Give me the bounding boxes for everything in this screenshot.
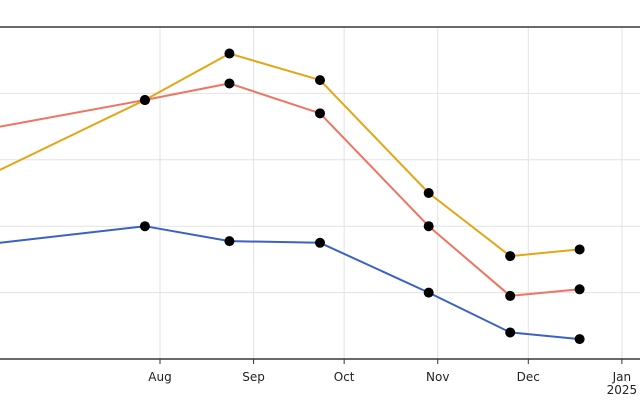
series-3-point-3 bbox=[224, 236, 235, 247]
x-tick-label: Nov bbox=[426, 370, 449, 384]
series-1-point-6 bbox=[505, 251, 516, 262]
series-2-point-3 bbox=[224, 78, 235, 89]
grid-layer bbox=[0, 27, 640, 359]
x-tick-sublabel: 2025 bbox=[607, 383, 638, 397]
series-2-point-5 bbox=[423, 221, 434, 232]
series-2-point-7 bbox=[574, 284, 585, 295]
x-tick-label: Dec bbox=[517, 370, 540, 384]
point-layer bbox=[139, 48, 585, 345]
x-tick-label: Oct bbox=[334, 370, 355, 384]
series-3-point-4 bbox=[315, 237, 325, 248]
series-2-point-6 bbox=[505, 290, 516, 301]
series-3-point-5 bbox=[423, 287, 434, 298]
series-layer bbox=[0, 52, 581, 341]
series-1-point-4 bbox=[315, 75, 325, 86]
axis-layer bbox=[0, 26, 640, 360]
series-3-point-2 bbox=[139, 221, 150, 232]
x-tick-label: Jan bbox=[612, 370, 632, 384]
series-3-point-6 bbox=[505, 327, 516, 338]
series-1-point-3 bbox=[224, 48, 235, 59]
series-2-point-2 bbox=[139, 95, 150, 106]
series-line-2 bbox=[0, 82, 581, 297]
series-1-point-7 bbox=[574, 244, 585, 255]
x-tick-label: Sep bbox=[242, 370, 265, 384]
series-3-point-7 bbox=[574, 334, 585, 345]
series-2-point-4 bbox=[315, 108, 325, 119]
x-tick-label: Aug bbox=[148, 370, 171, 384]
series-1-point-5 bbox=[423, 188, 434, 198]
